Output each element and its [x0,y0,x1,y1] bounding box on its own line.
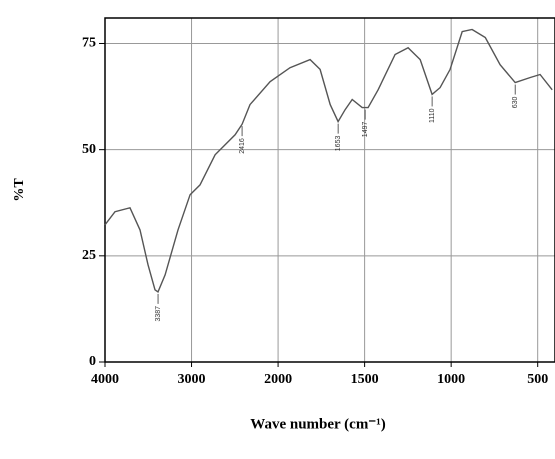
y-axis-label: %T [12,178,27,202]
x-tick-label: 4000 [91,372,119,387]
x-tick-label: 3000 [178,372,206,387]
x-tick-label: 1500 [351,372,379,387]
y-tick-label: 0 [89,354,96,369]
peak-label: 3387 [155,306,162,322]
peak-label: 2416 [239,138,246,154]
peak-label: 1110 [429,108,436,123]
x-tick-label: 1000 [437,372,465,387]
x-tick-label: 500 [527,372,548,387]
spectrum-line [104,28,553,293]
peak-label: 1653 [335,136,342,152]
x-axis-label: Wave number (cm⁻¹) [250,416,385,432]
x-tick-label: 2000 [264,372,292,387]
peak-label: 630 [512,96,519,108]
plot-frame [104,17,555,363]
peak-label: 1497 [362,122,369,138]
y-tick-label: 50 [82,142,96,157]
y-tick-label: 25 [82,248,96,263]
y-tick-label: 75 [82,36,96,51]
